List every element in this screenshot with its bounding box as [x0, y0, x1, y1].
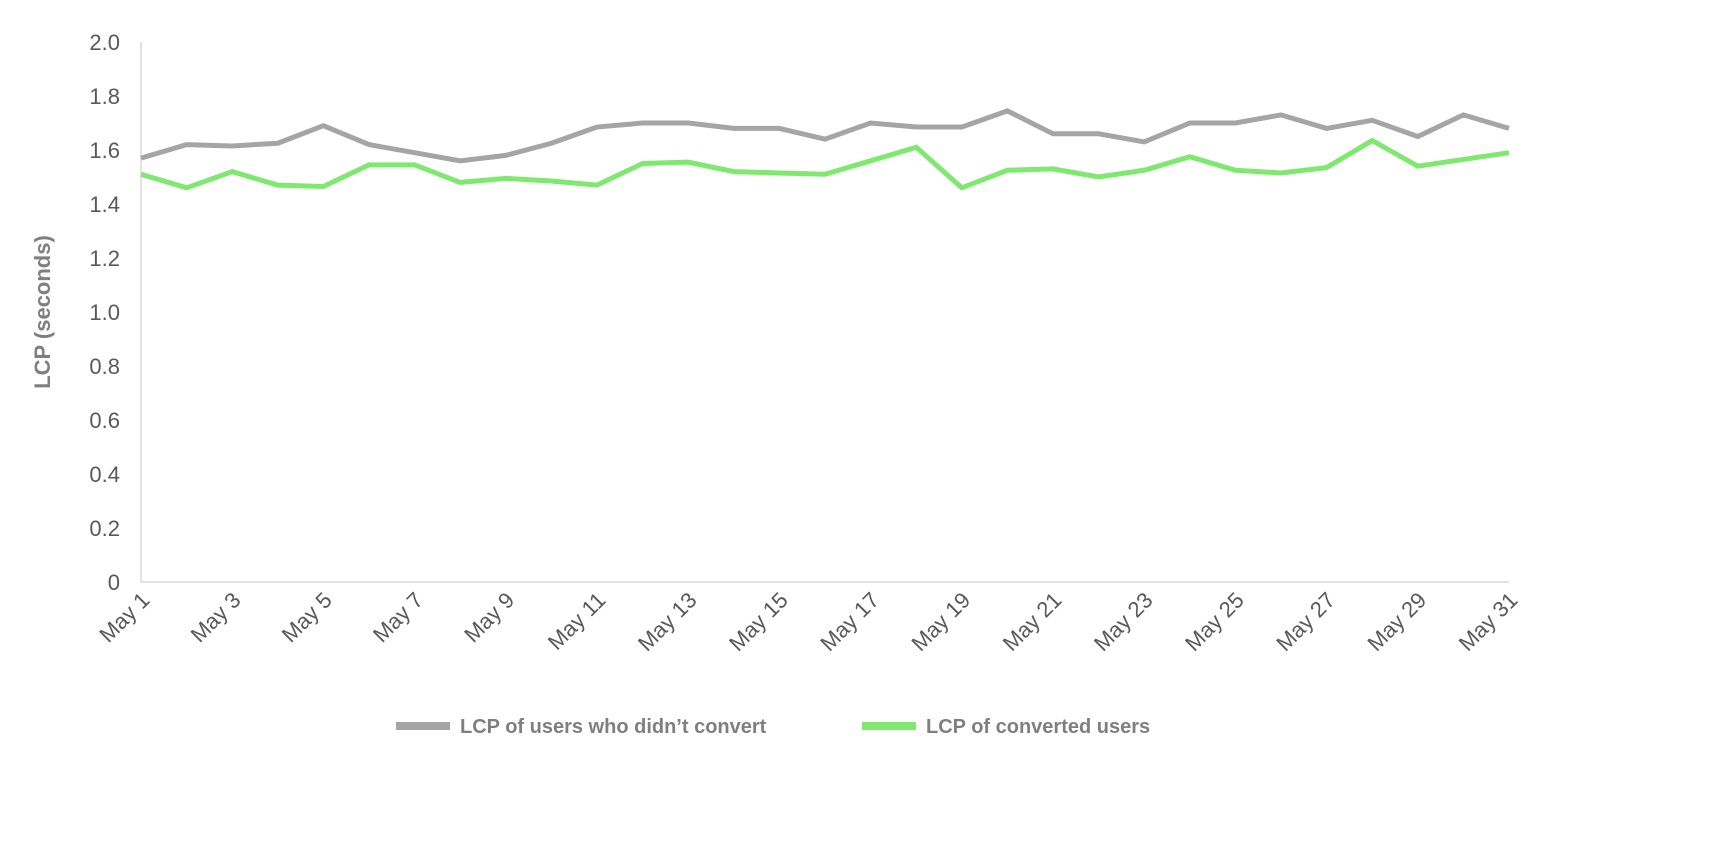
x-tick-label: May 3	[186, 587, 246, 647]
y-tick-label: 0.6	[89, 408, 120, 433]
x-tick-label: May 19	[907, 587, 976, 656]
y-tick-label: 0.2	[89, 516, 120, 541]
x-tick-label: May 23	[1089, 587, 1158, 656]
x-tick-label: May 29	[1363, 587, 1432, 656]
x-tick-label: May 9	[459, 587, 519, 647]
y-tick-label: 1.4	[89, 192, 120, 217]
legend-swatch	[862, 722, 916, 730]
x-tick-label: May 25	[1180, 587, 1249, 656]
x-tick-label: May 7	[368, 587, 428, 647]
y-tick-label: 1.0	[89, 300, 120, 325]
x-tick-label: May 1	[94, 587, 154, 647]
x-tick-label: May 31	[1454, 587, 1523, 656]
x-tick-label: May 17	[815, 587, 884, 656]
y-tick-label: 1.2	[89, 246, 120, 271]
legend-label: LCP of converted users	[926, 716, 1150, 738]
x-tick-label: May 21	[998, 587, 1067, 656]
x-tick-label: May 15	[724, 587, 793, 656]
y-axis-label: LCP (seconds)	[30, 235, 55, 389]
y-tick-label: 0	[108, 570, 120, 595]
y-tick-label: 1.8	[89, 84, 120, 109]
y-tick-label: 1.6	[89, 138, 120, 163]
series-line-0	[141, 111, 1509, 161]
y-tick-label: 2.0	[89, 30, 120, 55]
x-tick-label: May 11	[543, 587, 611, 655]
series-line-1	[141, 141, 1509, 188]
y-tick-label: 0.4	[89, 462, 120, 487]
x-tick-label: May 5	[277, 587, 337, 647]
x-tick-label: May 13	[633, 587, 702, 656]
legend-swatch	[396, 722, 450, 730]
y-tick-label: 0.8	[89, 354, 120, 379]
x-tick-label: May 27	[1271, 587, 1340, 656]
legend-label: LCP of users who didn’t convert	[460, 716, 767, 738]
